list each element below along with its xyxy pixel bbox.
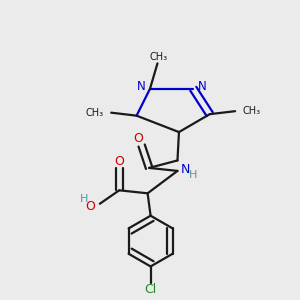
Text: H: H (189, 170, 197, 180)
Text: Cl: Cl (145, 283, 157, 296)
Text: O: O (114, 155, 124, 168)
Text: O: O (85, 200, 95, 213)
Text: CH₃: CH₃ (150, 52, 168, 62)
Text: H: H (80, 194, 88, 204)
Text: O: O (133, 133, 143, 146)
Text: CH₃: CH₃ (85, 108, 104, 118)
Text: CH₃: CH₃ (243, 106, 261, 116)
Text: N: N (181, 163, 190, 176)
Text: N: N (137, 80, 146, 93)
Text: N: N (198, 80, 206, 93)
